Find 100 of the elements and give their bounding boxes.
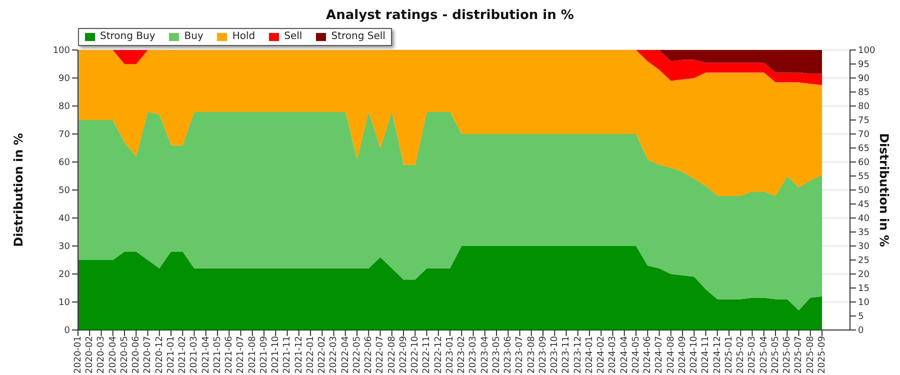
x-tick-label: 2025-02 [736,336,746,374]
x-tick-label: 2022-04 [340,336,351,374]
legend-label: Sell [284,31,302,43]
y-tick-label: 20 [58,270,70,280]
y-tick-label: 0 [64,326,70,336]
x-tick-label: 2020-05 [120,336,130,374]
y2-tick-label: 5 [858,312,864,322]
x-tick-label: 2022-09 [398,336,409,374]
x-tick-label: 2021-01 [166,336,176,374]
chart-title: Analyst ratings - distribution in % [325,8,575,23]
x-tick-label: 2024-01 [584,336,595,374]
x-tick-label: 2021-06 [224,336,235,374]
x-tick-label: 2022-06 [364,336,374,374]
y2-tick-label: 90 [858,74,870,84]
x-tick-label: 2021-04 [201,336,212,374]
x-tick-label: 2023-08 [526,336,537,374]
y2-axis-title: Distribution in % [876,133,891,247]
y2-tick-label: 20 [858,270,870,280]
y-tick-label: 10 [58,298,70,308]
y-tick-label: 30 [58,242,70,252]
y2-tick-label: 10 [858,298,870,308]
x-tick-label: 2024-08 [666,336,676,374]
x-tick-label: 2024-09 [678,336,688,374]
x-tick-label: 2025-06 [782,336,793,374]
x-tick-label: 2024-04 [620,336,630,374]
y-tick-label: 80 [58,102,70,112]
y2-tick-label: 70 [858,130,870,140]
x-tick-label: 2025-01 [724,336,734,374]
x-tick-label: 2022-02 [318,336,328,374]
x-tick-label: 2021-12 [294,336,304,374]
y2-tick-label: 100 [858,46,876,56]
y2-tick-label: 50 [858,186,870,196]
y2-tick-label: 45 [858,200,870,210]
x-tick-label: 2025-03 [748,336,758,374]
y2-tick-label: 75 [858,116,870,126]
x-tick-label: 2024-10 [690,336,700,374]
y2-tick-label: 65 [858,144,870,154]
x-tick-label: 2024-07 [654,336,665,374]
x-tick-label: 2023-05 [492,336,502,374]
y2-tick-label: 25 [858,256,870,266]
x-tick-label: 2021-11 [282,336,293,374]
y-tick-label: 100 [52,46,70,56]
x-tick-label: 2022-08 [387,336,398,374]
x-tick-label: 2023-04 [480,336,490,374]
y-tick-label: 90 [58,74,70,84]
x-tick-label: 2020-01 [73,336,84,374]
x-tick-label: 2022-05 [352,336,362,374]
y-tick-label: 70 [58,130,70,140]
y2-tick-label: 40 [858,214,870,224]
x-tick-label: 2024-03 [608,336,618,374]
x-tick-label: 2022-03 [329,336,340,374]
x-tick-label: 2021-03 [190,336,200,374]
x-tick-label: 2025-05 [770,336,781,374]
x-tick-label: 2023-11 [562,336,572,374]
x-tick-label: 2023-09 [538,336,548,374]
x-tick-label: 2021-10 [271,336,282,374]
x-tick-label: 2024-11 [701,336,712,374]
x-tick-label: 2022-11 [422,336,432,374]
x-tick-label: 2023-02 [457,336,468,374]
y-tick-label: 60 [58,158,70,168]
legend-label: Strong Sell [331,31,386,43]
x-tick-label: 2024-06 [643,336,654,374]
x-tick-label: 2024-05 [631,336,642,374]
x-tick-label: 2025-04 [759,336,770,374]
y-axis-title: Distribution in % [11,133,26,247]
x-tick-label: 2020-06 [132,336,142,374]
y2-tick-label: 35 [858,228,870,238]
x-tick-label: 2024-12 [712,336,723,374]
y2-tick-label: 95 [858,60,870,70]
x-tick-label: 2023-03 [468,336,479,374]
x-tick-label: 2025-07 [794,336,804,374]
x-tick-label: 2023-06 [504,336,514,374]
x-tick-label: 2022-12 [434,336,444,374]
x-tick-label: 2022-07 [376,336,386,374]
x-tick-label: 2021-08 [248,336,258,374]
x-tick-label: 2022-01 [306,336,316,374]
y2-tick-label: 60 [858,158,870,168]
x-tick-label: 2023-10 [550,336,560,374]
legend-label: Strong Buy [100,31,156,43]
y-tick-label: 40 [58,214,70,224]
x-tick-label: 2020-07 [143,336,154,374]
y2-tick-label: 15 [858,284,870,294]
x-tick-label: 2021-09 [259,336,270,374]
x-tick-label: 2024-02 [596,336,607,374]
x-tick-label: 2020-12 [154,336,165,374]
x-tick-label: 2025-09 [817,336,828,374]
y2-tick-label: 85 [858,88,870,98]
x-tick-label: 2025-08 [806,336,816,374]
x-tick-label: 2021-07 [236,336,246,374]
x-tick-label: 2023-07 [515,336,526,374]
x-tick-label: 2020-04 [108,336,118,374]
x-tick-label: 2022-10 [410,336,421,374]
x-tick-label: 2020-02 [85,336,96,374]
x-tick-label: 2021-05 [212,336,223,374]
y2-tick-label: 80 [858,102,870,112]
y-tick-label: 50 [58,186,70,196]
x-tick-label: 2023-01 [445,336,456,374]
x-tick-label: 2020-03 [96,336,107,374]
y2-tick-label: 0 [858,326,864,336]
legend-label: Hold [232,31,256,43]
